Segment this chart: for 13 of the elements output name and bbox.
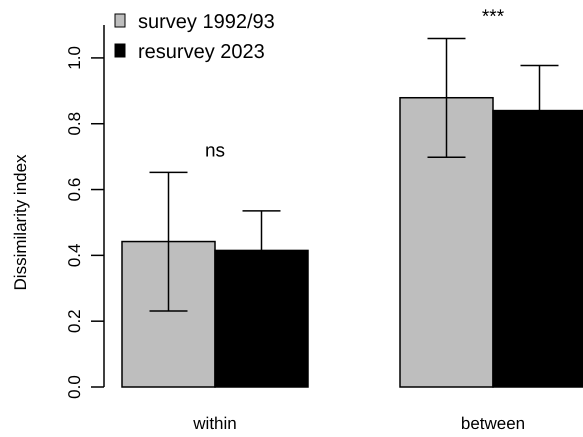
y-tick-label: 1.0 bbox=[65, 46, 84, 70]
legend-label: resurvey 2023 bbox=[138, 41, 265, 63]
y-tick-label: 0.0 bbox=[65, 375, 84, 399]
y-tick-label: 0.8 bbox=[65, 112, 84, 136]
y-tick-label: 0.6 bbox=[65, 178, 84, 202]
y-axis-title: Dissimilarity index bbox=[11, 154, 30, 290]
legend-label: survey 1992/93 bbox=[138, 11, 275, 33]
annotation: *** bbox=[482, 6, 505, 28]
y-tick-label: 0.2 bbox=[65, 309, 84, 333]
x-tick-label: within bbox=[192, 414, 237, 433]
x-tick-label: between bbox=[460, 414, 526, 433]
y-tick-label: 0.4 bbox=[65, 244, 84, 268]
annotation: ns bbox=[204, 140, 226, 162]
